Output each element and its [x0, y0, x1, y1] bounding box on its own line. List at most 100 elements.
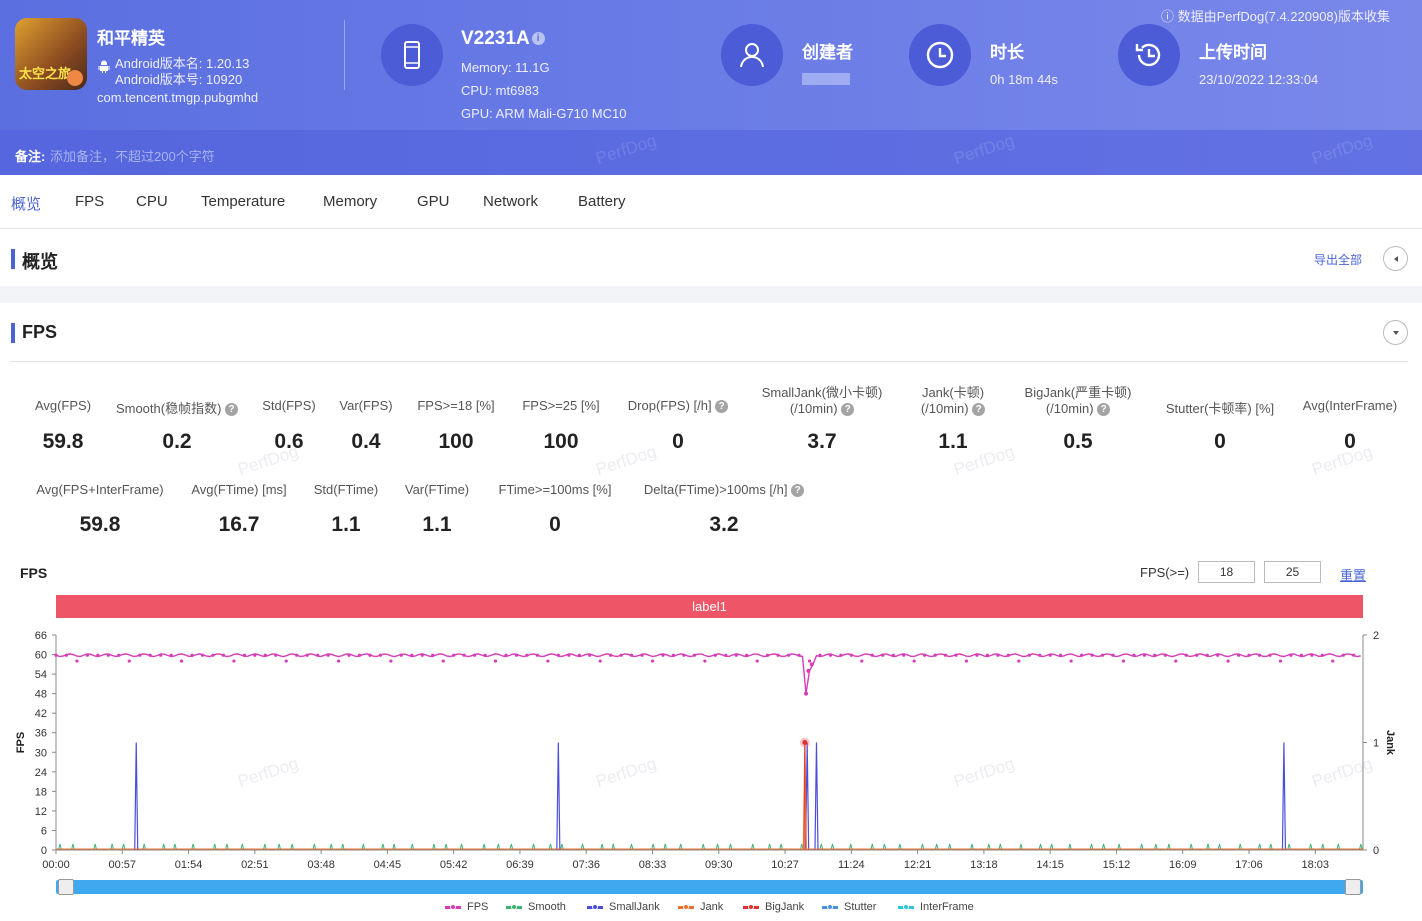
metric-value: 100 [438, 430, 474, 453]
fps-threshold-2-input[interactable] [1264, 561, 1321, 583]
x-tick-label: 07:36 [572, 859, 600, 871]
metric-value: 0.4 [351, 430, 381, 453]
fps-point [514, 653, 519, 657]
help-icon[interactable]: ? [791, 484, 805, 498]
slider-handle-right[interactable] [1345, 879, 1361, 895]
tab-overview[interactable]: 概览 [11, 196, 42, 213]
fps-dip-point [804, 691, 809, 696]
help-icon[interactable]: ? [225, 403, 239, 417]
fps-point [452, 653, 456, 657]
legend-item[interactable]: BigJank [743, 901, 804, 913]
smooth-mark [1067, 843, 1072, 851]
tab-gpu[interactable]: GPU [417, 193, 450, 210]
tab-fps[interactable]: FPS [75, 193, 105, 210]
tab-temperature[interactable]: Temperature [201, 193, 286, 210]
smooth-mark [1358, 843, 1363, 851]
y-tick-label: 66 [35, 630, 47, 642]
metric-label: Delta(FTime)>100ms [/h] ? [634, 482, 814, 498]
smooth-mark [1101, 843, 1106, 851]
fps-point [190, 653, 194, 657]
legend-item[interactable]: Stutter [822, 901, 876, 913]
smooth-mark [779, 843, 784, 851]
clock-icon [909, 24, 971, 86]
note-input[interactable]: 添加备注，不超过200个字符 [50, 149, 215, 164]
fps-point [912, 659, 916, 663]
smooth-mark [629, 843, 634, 851]
fps-point [1216, 653, 1220, 657]
caret-left-icon [1393, 255, 1398, 262]
help-icon[interactable]: ? [841, 403, 855, 417]
fps-point [975, 653, 979, 657]
legend-item[interactable]: FPS [445, 901, 488, 913]
fps-point [933, 653, 937, 657]
tab-memory[interactable]: Memory [323, 193, 378, 210]
fps-point [556, 653, 560, 657]
export-all-link[interactable]: 导出全部 [1313, 253, 1362, 267]
help-icon[interactable]: ? [1097, 403, 1111, 417]
legend-item[interactable]: Smooth [506, 901, 566, 913]
tab-battery[interactable]: Battery [578, 193, 626, 210]
collapse-down-button[interactable] [1383, 320, 1408, 345]
fps-point [305, 653, 309, 657]
smooth-mark [1018, 843, 1023, 851]
note-strip[interactable] [0, 130, 1422, 175]
metric-label: Std(FTime) [313, 482, 379, 497]
fps-point [1121, 659, 1126, 663]
fps-threshold-1-input[interactable] [1198, 561, 1255, 583]
fps-dip-point [809, 662, 814, 667]
smooth-mark [678, 843, 683, 851]
tab-cpu[interactable]: CPU [136, 193, 168, 210]
smooth-mark [1153, 843, 1158, 851]
fps-dip-point [806, 668, 811, 673]
x-tick-label: 04:45 [374, 859, 402, 871]
slider-handle-left[interactable] [58, 879, 74, 895]
fps-point [839, 653, 843, 657]
fps-point [629, 653, 634, 657]
y2-tick-label: 1 [1373, 738, 1379, 750]
info-icon[interactable]: i [531, 32, 545, 46]
smooth-mark [1089, 843, 1094, 851]
legend-item[interactable]: SmallJank [587, 901, 660, 913]
chart-title: FPS [20, 565, 48, 581]
smooth-mark [392, 843, 397, 851]
reset-link[interactable]: 重置 [1340, 568, 1367, 583]
android-icon [98, 60, 110, 73]
overview-panel: 概览 导出全部 [0, 228, 1422, 286]
fps-point [996, 653, 1000, 657]
time-range-slider[interactable] [56, 880, 1363, 894]
smooth-mark [110, 843, 115, 851]
smooth-mark [767, 843, 772, 851]
fps-point [661, 653, 665, 657]
fps-point [75, 659, 79, 663]
smooth-mark [1049, 843, 1054, 851]
fps-point [891, 653, 895, 657]
app-name: 和平精英 [97, 29, 165, 48]
metric-label: Avg(FPS) [34, 398, 92, 413]
legend-item[interactable]: InterFrame [898, 901, 974, 913]
smooth-mark [531, 843, 536, 851]
legend-item[interactable]: Jank [678, 901, 723, 913]
smooth-mark [897, 843, 902, 851]
metric-label: Avg(FTime) [ms] [191, 482, 287, 497]
smooth-mark [1308, 843, 1313, 851]
fps-point [1299, 653, 1303, 657]
smooth-mark [277, 843, 282, 851]
smalljank-mark [1281, 742, 1287, 851]
smooth-mark [920, 843, 925, 851]
fps-point [640, 653, 644, 657]
fps-point [378, 653, 383, 657]
help-icon[interactable]: ? [972, 403, 986, 417]
fps-point [525, 653, 529, 657]
smooth-mark [663, 843, 668, 851]
y-axis-label: FPS [15, 732, 27, 753]
label-bar[interactable]: label1 [56, 595, 1363, 618]
x-tick-label: 18:03 [1302, 859, 1330, 871]
fps-point [546, 659, 550, 663]
metric-value: 0.2 [162, 430, 192, 453]
fps-line [55, 653, 1361, 694]
tab-network[interactable]: Network [483, 193, 539, 210]
collapse-left-button[interactable] [1383, 246, 1408, 271]
help-icon[interactable]: ? [715, 400, 729, 414]
smooth-mark [848, 843, 853, 851]
